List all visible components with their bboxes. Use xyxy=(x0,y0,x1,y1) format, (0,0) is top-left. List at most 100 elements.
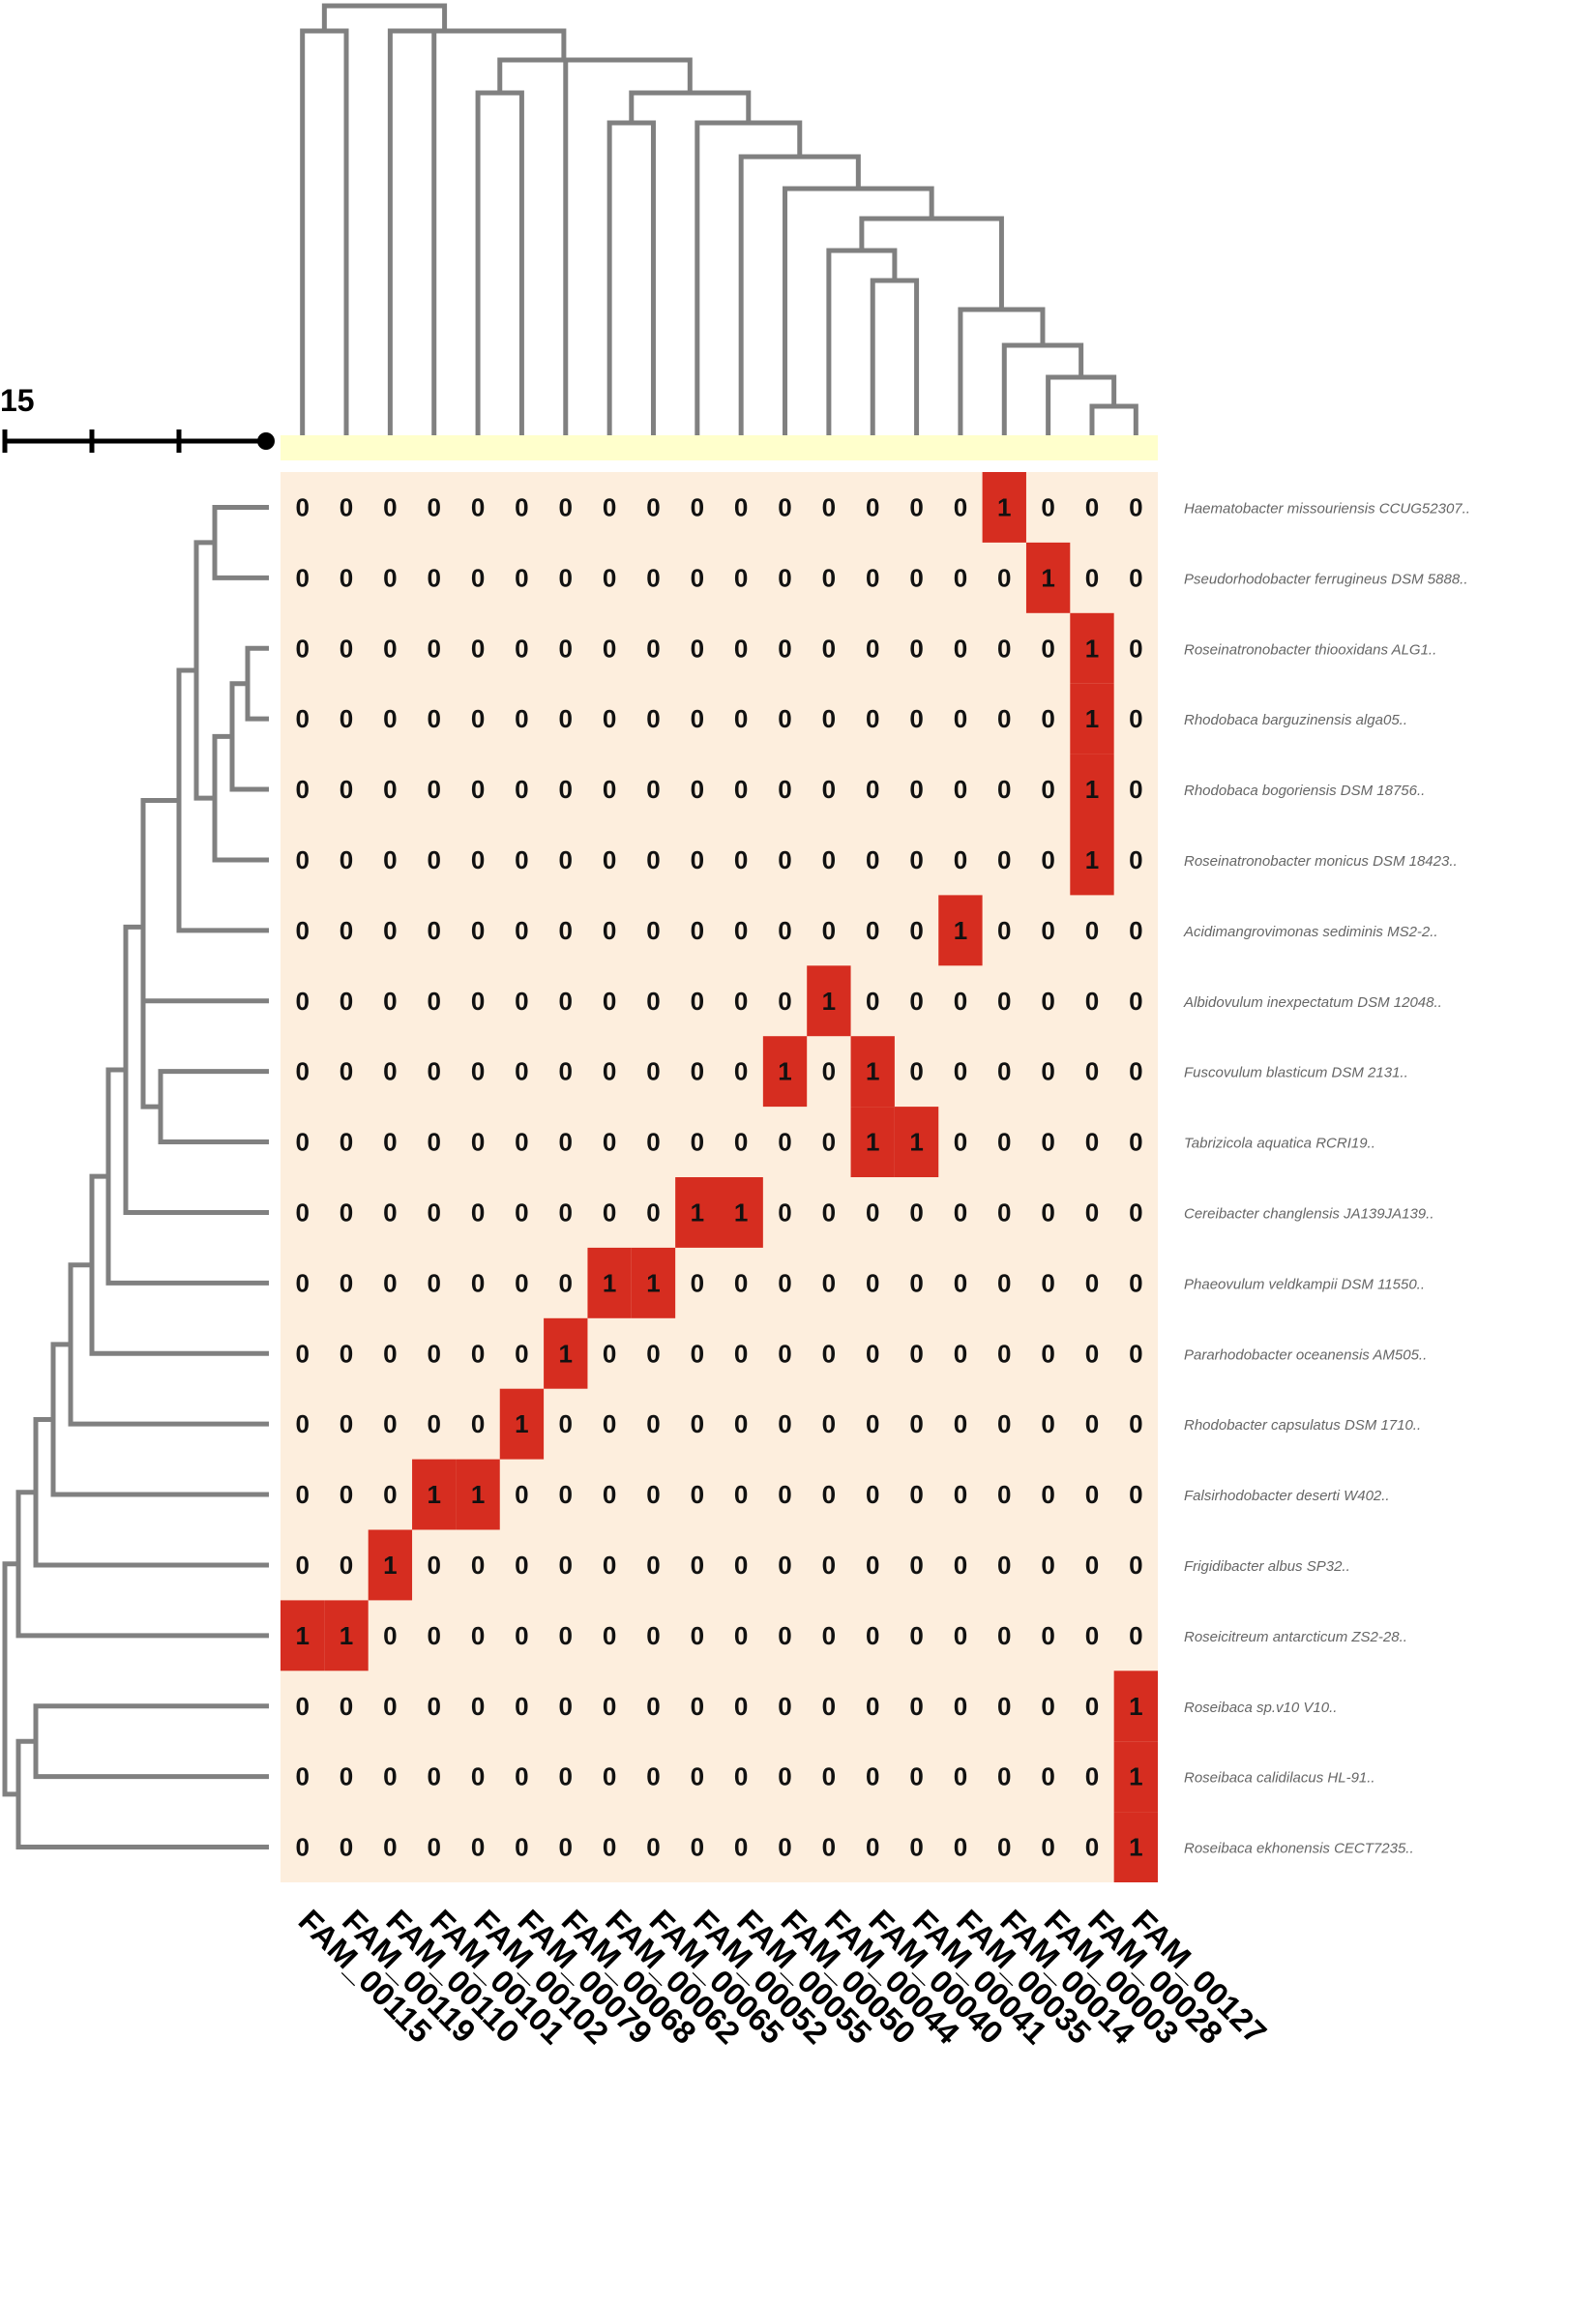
cell-value: 0 xyxy=(383,987,397,1016)
cell-value: 0 xyxy=(427,916,440,945)
cell-value: 1 xyxy=(559,1339,573,1368)
cell-value: 0 xyxy=(427,845,440,874)
cell-value: 0 xyxy=(340,1762,353,1791)
cell-value: 0 xyxy=(954,1833,967,1862)
cell-value: 0 xyxy=(734,1480,748,1509)
cell-value: 0 xyxy=(734,987,748,1016)
cell-value: 0 xyxy=(471,1762,485,1791)
cell-value: 0 xyxy=(691,1057,704,1086)
cell-value: 0 xyxy=(295,1339,309,1368)
cell-value: 0 xyxy=(1085,1057,1099,1086)
cell-value: 0 xyxy=(559,775,573,804)
cell-value: 0 xyxy=(954,845,967,874)
cell-value: 0 xyxy=(1085,1198,1099,1227)
cell-value: 0 xyxy=(1085,1621,1099,1650)
cell-value: 0 xyxy=(1129,1057,1142,1086)
cell-value: 0 xyxy=(1129,563,1142,592)
cell-value: 0 xyxy=(603,845,616,874)
cell-value: 0 xyxy=(383,1128,397,1157)
cell-value: 0 xyxy=(691,1551,704,1580)
cell-value: 0 xyxy=(909,1762,923,1791)
row-label: Roseibaca calidilacus HL-91.. xyxy=(1184,1770,1375,1787)
cell-value: 0 xyxy=(778,916,791,945)
cell-value: 0 xyxy=(866,1480,879,1509)
cell-value: 0 xyxy=(866,1833,879,1862)
cell-value: 0 xyxy=(340,1480,353,1509)
cell-value: 0 xyxy=(383,1480,397,1509)
cell-value: 0 xyxy=(383,916,397,945)
cell-value: 0 xyxy=(340,634,353,663)
cell-value: 0 xyxy=(997,1833,1011,1862)
cell-value: 0 xyxy=(471,634,485,663)
cell-value: 0 xyxy=(997,775,1011,804)
cell-value: 0 xyxy=(559,634,573,663)
cell-value: 0 xyxy=(1085,563,1099,592)
col-tree-branch xyxy=(1004,345,1080,437)
cell-value: 0 xyxy=(383,845,397,874)
cell-value: 0 xyxy=(603,916,616,945)
cell-value: 1 xyxy=(1085,775,1099,804)
col-tree-branch xyxy=(862,219,1002,310)
cell-value: 0 xyxy=(1041,1339,1054,1368)
cell-value: 0 xyxy=(515,1198,528,1227)
cell-value: 0 xyxy=(515,845,528,874)
cell-value: 1 xyxy=(340,1621,353,1650)
cell-value: 0 xyxy=(734,1409,748,1438)
cell-value: 0 xyxy=(997,1692,1011,1721)
cell-value: 0 xyxy=(1085,1551,1099,1580)
cell-value: 0 xyxy=(909,775,923,804)
cell-value: 0 xyxy=(691,634,704,663)
cell-value: 0 xyxy=(909,634,923,663)
cell-value: 0 xyxy=(295,845,309,874)
cell-value: 0 xyxy=(471,845,485,874)
cell-value: 0 xyxy=(427,1409,440,1438)
row-tree-branch xyxy=(232,684,269,789)
cell-value: 0 xyxy=(909,1409,923,1438)
cell-value: 0 xyxy=(646,1833,660,1862)
cell-value: 0 xyxy=(471,1268,485,1297)
cell-value: 0 xyxy=(866,1339,879,1368)
cell-value: 0 xyxy=(646,775,660,804)
cell-value: 0 xyxy=(559,492,573,521)
cell-value: 0 xyxy=(603,1480,616,1509)
cell-value: 0 xyxy=(1129,1128,1142,1157)
row-label: Roseibaca sp.v10 V10.. xyxy=(1184,1700,1337,1716)
cell-value: 0 xyxy=(909,1268,923,1297)
cell-value: 0 xyxy=(691,492,704,521)
cell-value: 0 xyxy=(1129,1268,1142,1297)
col-tree-branch xyxy=(961,310,1043,437)
cell-value: 0 xyxy=(295,1268,309,1297)
cell-value: 0 xyxy=(515,1268,528,1297)
cell-value: 1 xyxy=(1085,704,1099,733)
cell-value: 0 xyxy=(822,1057,836,1086)
cell-value: 1 xyxy=(822,987,836,1016)
cell-value: 0 xyxy=(295,1762,309,1791)
cell-value: 0 xyxy=(909,704,923,733)
cell-value: 0 xyxy=(866,634,879,663)
cell-value: 0 xyxy=(295,1128,309,1157)
cell-value: 0 xyxy=(778,1833,791,1862)
cell-value: 0 xyxy=(866,1268,879,1297)
cell-value: 0 xyxy=(515,1833,528,1862)
cell-value: 0 xyxy=(822,845,836,874)
cell-value: 1 xyxy=(471,1480,485,1509)
cell-value: 0 xyxy=(646,1339,660,1368)
cell-value: 0 xyxy=(603,1551,616,1580)
cell-value: 0 xyxy=(909,845,923,874)
cell-value: 0 xyxy=(691,916,704,945)
cell-value: 0 xyxy=(778,1621,791,1650)
cell-value: 0 xyxy=(778,492,791,521)
col-tree-branch xyxy=(872,281,916,437)
cell-value: 1 xyxy=(295,1621,309,1650)
cell-value: 0 xyxy=(734,492,748,521)
cell-value: 0 xyxy=(427,1833,440,1862)
cell-value: 0 xyxy=(603,704,616,733)
cell-value: 0 xyxy=(1129,916,1142,945)
row-dendrogram xyxy=(5,507,269,1847)
col-tree-branch xyxy=(324,6,444,31)
cell-value: 0 xyxy=(1129,987,1142,1016)
cell-value: 0 xyxy=(778,1339,791,1368)
row-label: Tabrizicola aquatica RCRI19.. xyxy=(1184,1136,1375,1152)
cell-value: 1 xyxy=(866,1057,879,1086)
cell-value: 0 xyxy=(295,563,309,592)
